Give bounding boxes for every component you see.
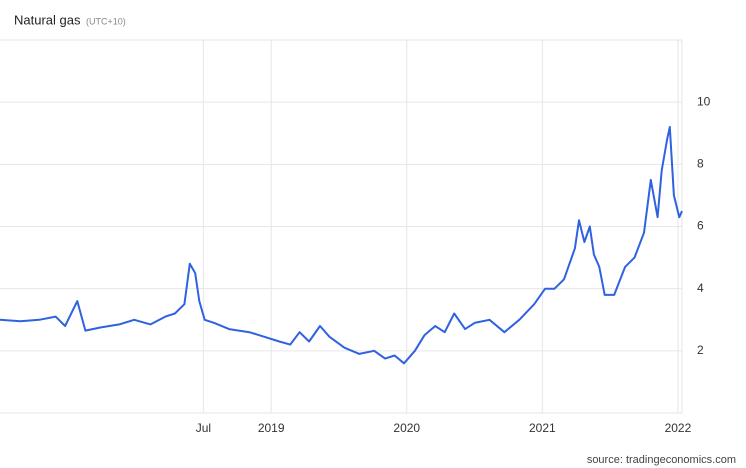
chart-subtitle: (UTC+10) [86, 16, 126, 26]
chart-title: Natural gas [14, 12, 81, 27]
x-tick-label: 2020 [393, 421, 420, 435]
y-tick-label: 2 [697, 343, 704, 357]
x-tick-label: 2022 [665, 421, 692, 435]
source: source: tradingeconomics.com [587, 454, 736, 466]
line-series [0, 126, 683, 365]
x-tick-label: 2021 [529, 421, 556, 435]
x-tick-label: Jul [196, 421, 211, 435]
y-tick-label: 8 [697, 157, 704, 171]
y-tick-label: 4 [697, 281, 704, 295]
y-tick-label: 6 [697, 219, 704, 233]
x-tick-label: 2019 [258, 421, 285, 435]
y-tick-label: 10 [697, 94, 711, 108]
